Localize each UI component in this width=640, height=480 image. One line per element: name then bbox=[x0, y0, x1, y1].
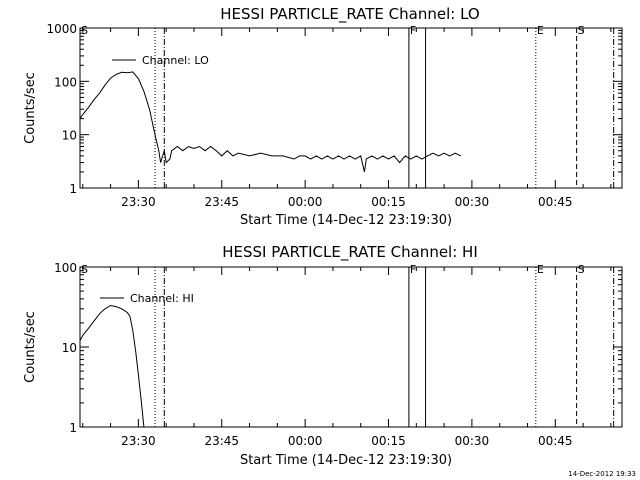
y-tick-label: 100 bbox=[54, 75, 77, 89]
legend-entry-channel-hi: Channel: HI bbox=[130, 292, 194, 305]
y-axis-label: Counts/sec bbox=[23, 72, 38, 144]
y-tick-label: 10 bbox=[62, 341, 77, 355]
x-tick-label: 00:30 bbox=[455, 195, 490, 209]
series-line bbox=[79, 304, 145, 428]
legend: Channel: HI bbox=[100, 292, 194, 305]
y-axis-label: Counts/sec bbox=[23, 311, 38, 383]
chart-panel-lo: HESSI PARTICLE_RATE Channel: LO Counts/s… bbox=[23, 5, 623, 228]
plot-frame bbox=[79, 27, 623, 189]
chart-title: HESSI PARTICLE_RATE Channel: HI bbox=[222, 243, 478, 262]
y-tick-label: 100 bbox=[54, 261, 77, 275]
chart-panel-hi: HESSI PARTICLE_RATE Channel: HI Counts/s… bbox=[23, 243, 623, 468]
y-tick-label: 1 bbox=[69, 421, 77, 435]
legend-entry-channel-lo: Channel: LO bbox=[142, 54, 209, 67]
y-tick-label: 10 bbox=[62, 129, 77, 143]
chart-title: HESSI PARTICLE_RATE Channel: LO bbox=[220, 5, 479, 24]
event-marker-label: F bbox=[410, 263, 416, 276]
x-tick-label: 00:45 bbox=[538, 434, 573, 448]
x-tick-label: 00:30 bbox=[455, 434, 490, 448]
x-tick-label: 00:15 bbox=[371, 434, 406, 448]
event-marker-label: S bbox=[81, 263, 88, 276]
series-line bbox=[79, 71, 462, 173]
plot-frame bbox=[79, 266, 623, 428]
event-marker-label: S bbox=[578, 24, 585, 37]
legend: Channel: LO bbox=[112, 54, 209, 67]
x-tick-label: 00:15 bbox=[371, 195, 406, 209]
x-tick-label: 23:45 bbox=[204, 434, 239, 448]
x-axis-label: Start Time (14-Dec-12 23:19:30) bbox=[240, 213, 452, 228]
y-tick-label: 1 bbox=[69, 182, 77, 196]
x-tick-label: 00:00 bbox=[288, 434, 323, 448]
x-tick-label: 23:45 bbox=[204, 195, 239, 209]
y-tick-label: 1000 bbox=[46, 22, 77, 36]
event-marker-label: S bbox=[81, 24, 88, 37]
footer-timestamp: 14-Dec-2012 19:33 bbox=[568, 470, 636, 478]
x-tick-label: 00:45 bbox=[538, 195, 573, 209]
x-tick-label: 00:00 bbox=[288, 195, 323, 209]
x-axis-label: Start Time (14-Dec-12 23:19:30) bbox=[240, 453, 452, 468]
event-marker-label: E bbox=[537, 263, 544, 276]
x-tick-label: 23:30 bbox=[121, 195, 156, 209]
event-marker-label: E bbox=[537, 24, 544, 37]
x-tick-label: 23:30 bbox=[121, 434, 156, 448]
event-marker-label: S bbox=[578, 263, 585, 276]
event-marker-label: F bbox=[410, 24, 416, 37]
